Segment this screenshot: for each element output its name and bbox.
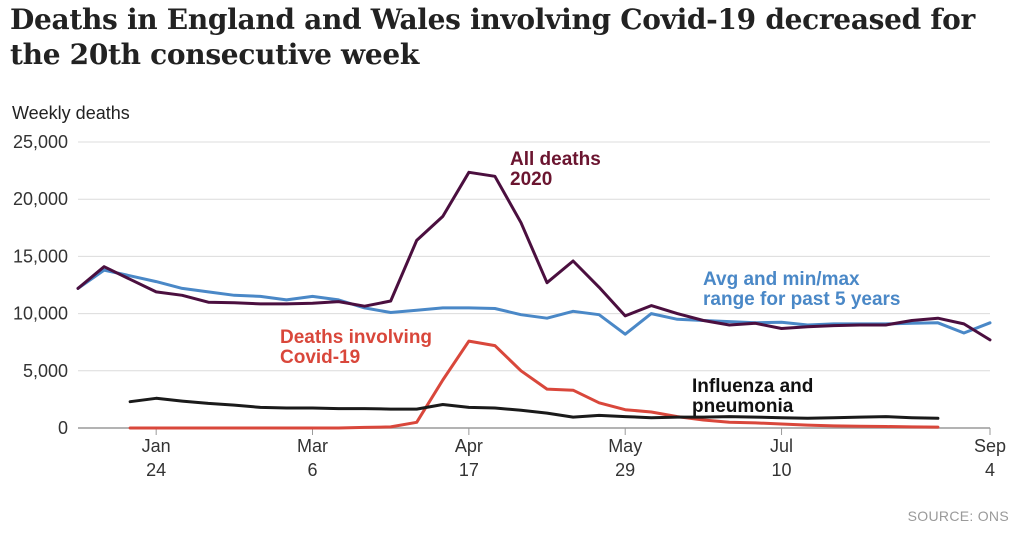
annotation-deaths-involving-covid-19: Deaths involving Covid-19 — [280, 327, 432, 368]
x-tick-day: 6 — [308, 460, 318, 480]
annotation-line: All deaths — [510, 149, 601, 170]
y-tick-label: 0 — [58, 418, 68, 438]
series-line-all-deaths-2020 — [76, 170, 992, 342]
series-line-deaths-involving-covid-19 — [128, 339, 940, 430]
y-tick-label: 10,000 — [13, 304, 68, 324]
annotations: All deaths 2020 Avg and min/max range for p… — [280, 149, 900, 417]
x-tick-day: 17 — [459, 460, 479, 480]
x-tick-month: Mar — [297, 436, 328, 456]
x-tick-month: May — [608, 436, 642, 456]
annotation-line: pneumonia — [692, 396, 794, 417]
x-tick-day: 29 — [615, 460, 635, 480]
y-tick-label: 15,000 — [13, 246, 68, 266]
series-lines — [76, 170, 992, 430]
annotation-all-deaths-2020: All deaths 2020 — [510, 149, 601, 190]
annotation-line: range for past 5 years — [703, 289, 900, 310]
x-tick-day: 24 — [146, 460, 166, 480]
annotation-influenza-and-pneumonia: Influenza and pneumonia — [692, 376, 813, 417]
chart-title: Deaths in England and Wales involving Co… — [10, 3, 975, 71]
y-tick-label: 20,000 — [13, 189, 68, 209]
series-line-influenza-and-pneumonia — [128, 396, 940, 420]
annotation-line: Deaths involving — [280, 327, 432, 348]
x-axis: Jan 24 Mar 6 Apr 17 May 29 Jul 10 Sep 4 — [142, 428, 1006, 480]
x-tick-month: Apr — [455, 436, 483, 456]
y-axis-label: Weekly deaths — [12, 103, 130, 123]
annotation-line: 2020 — [510, 169, 552, 190]
x-tick-month: Jan — [142, 436, 171, 456]
annotation-line: Avg and min/max — [703, 269, 860, 290]
annotation-avg-and-min-max-range-for-past-5-years: Avg and min/max range for past 5 years — [703, 269, 900, 310]
annotation-line: Covid-19 — [280, 347, 360, 368]
y-axis-ticks: 0 5,000 10,000 15,000 20,000 25,000 — [13, 132, 68, 438]
source-note: SOURCE: ONS — [907, 508, 1009, 524]
y-tick-label: 25,000 — [13, 132, 68, 152]
series-line-avg-and-min-max-range-for-past-5-years — [76, 268, 992, 336]
y-tick-label: 5,000 — [23, 361, 68, 381]
x-tick-day: 4 — [985, 460, 995, 480]
annotation-line: Influenza and — [692, 376, 813, 397]
x-tick-month: Sep — [974, 436, 1006, 456]
x-tick-month: Jul — [770, 436, 793, 456]
x-tick-day: 10 — [772, 460, 792, 480]
